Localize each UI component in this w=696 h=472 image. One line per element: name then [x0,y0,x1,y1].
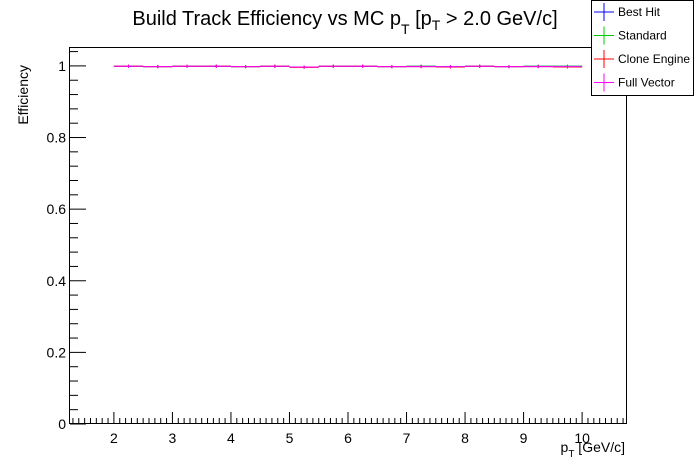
legend-label: Clone Engine [618,52,690,66]
y-tick-label: 0 [58,416,66,432]
x-tick-label: 5 [286,430,294,446]
x-tick-label: 4 [227,430,235,446]
legend-box [591,0,694,96]
x-axis-label: pT [GeV/c] [561,439,625,460]
x-tick-label: 3 [169,430,177,446]
legend-label: Best Hit [618,5,661,19]
x-tick-label: 6 [344,430,352,446]
y-axis-label: Efficiency [15,65,31,125]
y-tick-label: 0.6 [47,201,67,217]
x-tick-label: 7 [403,430,411,446]
legend-label: Standard [618,29,667,43]
axis-ticks [70,51,624,425]
y-tick-label: 0.2 [47,344,67,360]
x-tick-label: 10 [574,430,590,446]
y-tick-label: 1 [58,58,66,74]
legend: Best Hit Standard Clone Engine Full Vector [591,0,694,96]
legend-label: Full Vector [618,76,675,90]
y-tick-labels: 0 0.2 0.4 0.6 0.8 1 [47,58,67,432]
x-tick-label: 8 [461,430,469,446]
x-tick-label: 9 [520,430,528,446]
series-full-vector [113,64,583,69]
series-group [113,64,583,69]
plot-frame [69,47,627,424]
chart-title: Build Track Efficiency vs MC pT [pT > 2.… [132,8,557,37]
y-tick-label: 0.4 [47,273,67,289]
x-tick-label: 2 [110,430,118,446]
y-tick-label: 0.8 [47,130,67,146]
x-tick-labels: 2 3 4 5 6 7 8 9 10 [110,430,590,446]
